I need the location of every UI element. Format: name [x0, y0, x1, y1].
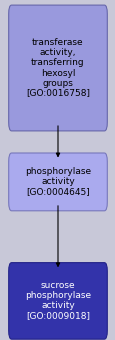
- FancyBboxPatch shape: [9, 262, 106, 339]
- Text: phosphorylase
activity
[GO:0004645]: phosphorylase activity [GO:0004645]: [25, 167, 90, 197]
- Text: sucrose
phosphorylase
activity
[GO:0009018]: sucrose phosphorylase activity [GO:00090…: [25, 281, 90, 321]
- Text: transferase
activity,
transferring
hexosyl
groups
[GO:0016758]: transferase activity, transferring hexos…: [26, 38, 89, 98]
- FancyBboxPatch shape: [9, 5, 106, 131]
- FancyBboxPatch shape: [9, 153, 106, 211]
